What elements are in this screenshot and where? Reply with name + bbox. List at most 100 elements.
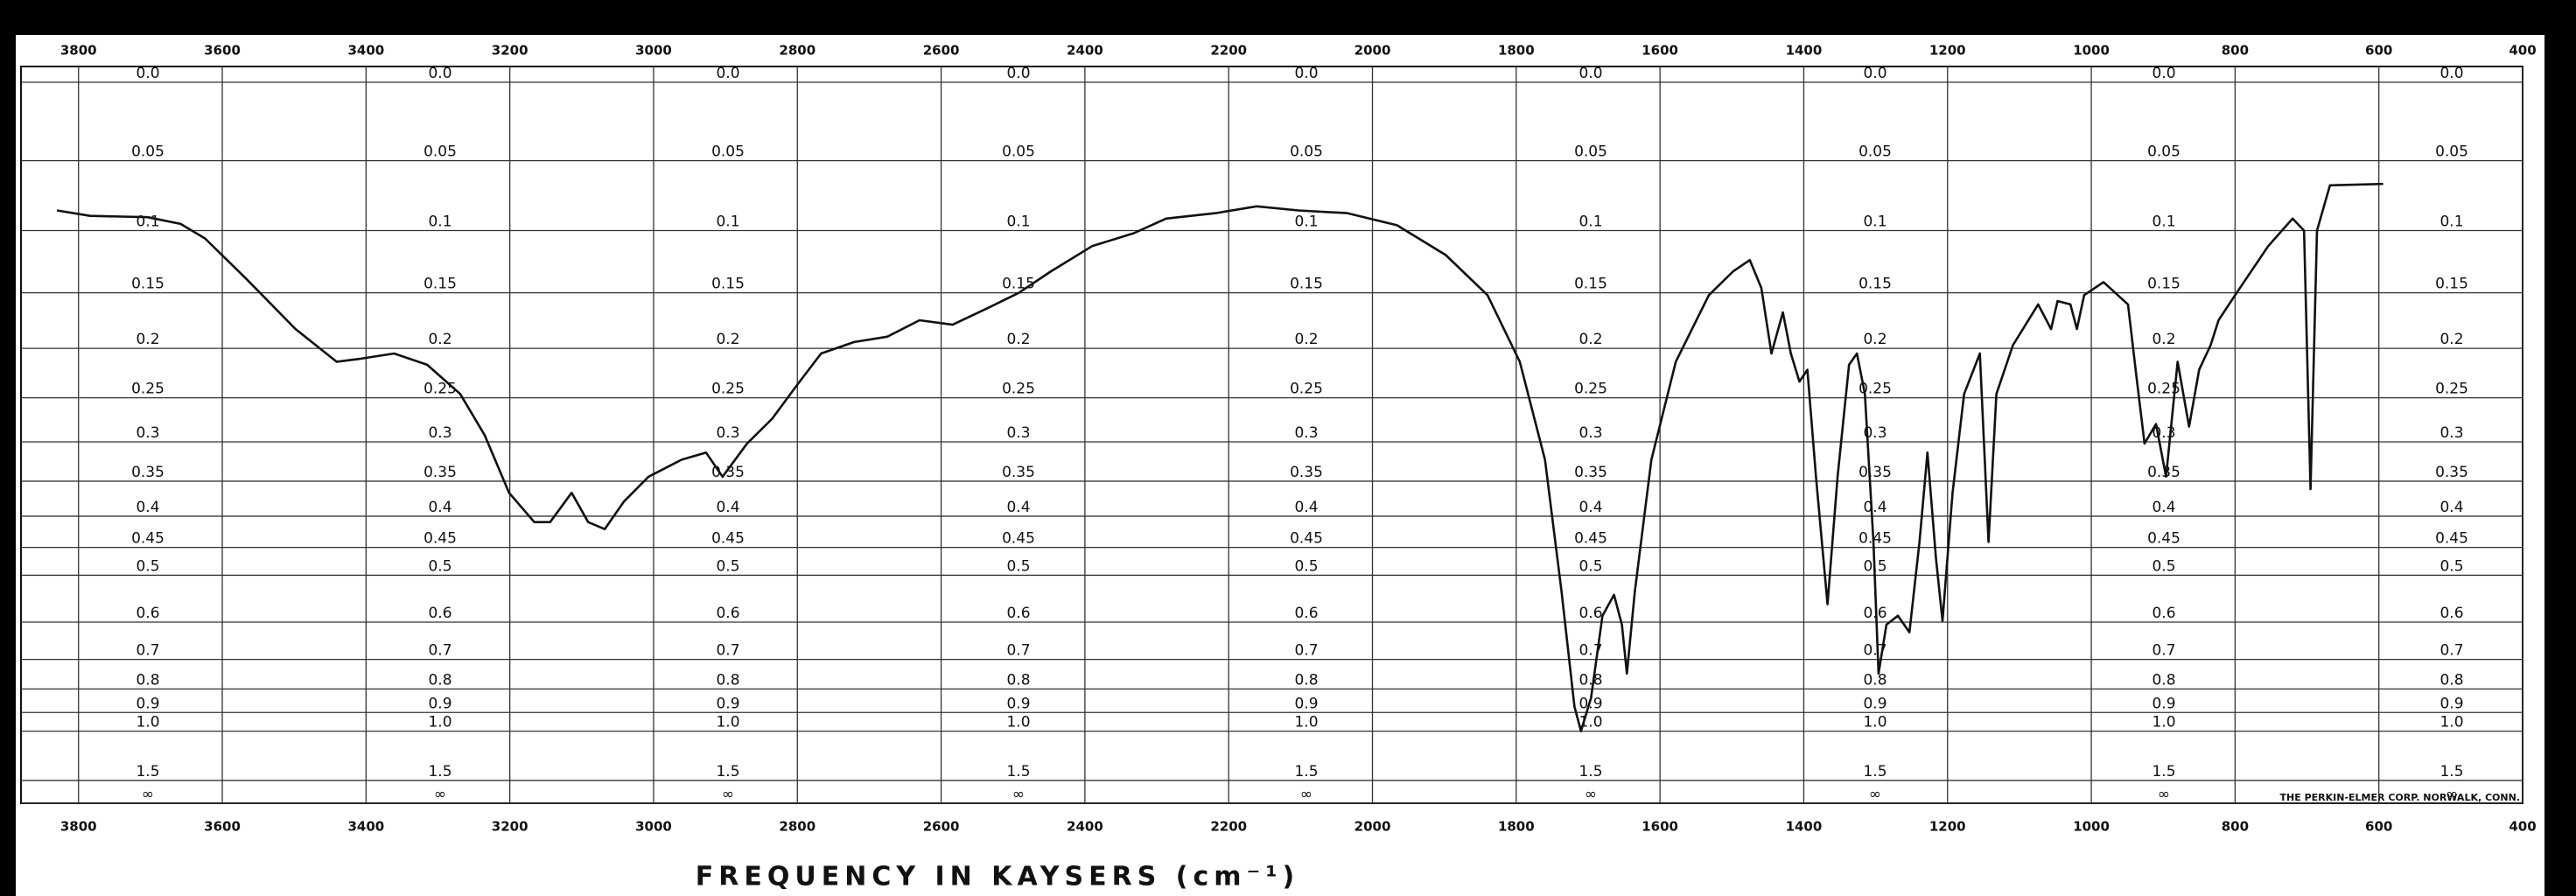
y-tick-label: 1.0 — [1863, 714, 1886, 732]
y-tick-label: 0.8 — [428, 671, 452, 689]
x-tick-label: 2600 — [923, 43, 960, 59]
y-tick-label: 0.25 — [424, 381, 457, 398]
y-tick-label: 0.6 — [1006, 605, 1030, 622]
y-tick-label: 0.6 — [716, 605, 739, 622]
y-tick-label: 0.05 — [1290, 144, 1323, 161]
y-tick-label: 0.9 — [1578, 695, 1602, 712]
y-tick-label: 0.1 — [1294, 213, 1318, 230]
y-tick-label: 0.9 — [1294, 695, 1318, 712]
y-tick-label: 0.2 — [716, 331, 739, 348]
y-tick-label: 0.1 — [716, 213, 739, 230]
y-tick-label: 0.6 — [2152, 605, 2175, 622]
y-tick-label: 0.3 — [716, 424, 739, 442]
x-tick-label: 400 — [2509, 819, 2536, 835]
x-tick-label: 400 — [2509, 43, 2536, 59]
y-tick-label: 0.4 — [2440, 499, 2463, 516]
y-tick-label: 1.0 — [716, 714, 739, 732]
y-tick-label: 0.5 — [136, 557, 159, 575]
y-tick-label: 0.7 — [428, 642, 452, 660]
y-tick-label: 0.45 — [2147, 530, 2180, 548]
y-tick-label: 0.3 — [1578, 424, 1602, 442]
y-tick-label: 0.8 — [1006, 671, 1030, 689]
y-tick-label: 0.1 — [2152, 213, 2175, 230]
x-tick-label: 600 — [2365, 819, 2392, 835]
y-tick-label: 1.5 — [1294, 763, 1318, 780]
top-border — [0, 0, 2576, 35]
y-tick-label: 1.5 — [1863, 763, 1886, 780]
y-tick-label: ∞ — [1300, 786, 1312, 803]
y-tick-label: 0.25 — [2435, 381, 2468, 398]
y-tick-label: 0.5 — [1006, 557, 1030, 575]
x-tick-label: 2200 — [1210, 819, 1247, 835]
y-tick-label: 1.0 — [136, 714, 159, 732]
y-tick-label: 0.4 — [716, 499, 739, 516]
y-tick-label: 0.05 — [711, 144, 745, 161]
y-tick-label: 0.7 — [2440, 642, 2463, 660]
y-tick-label: 0.8 — [2440, 671, 2463, 689]
y-tick-label: ∞ — [1585, 786, 1597, 803]
y-tick-label: 0.2 — [1863, 331, 1886, 348]
y-tick-label: ∞ — [142, 786, 154, 803]
x-tick-label: 1800 — [1498, 819, 1535, 835]
y-tick-label: 0.9 — [1863, 695, 1886, 712]
y-tick-label: 0.7 — [2152, 642, 2175, 660]
x-tick-label: 2400 — [1067, 43, 1103, 59]
y-tick-label: 0.8 — [1294, 671, 1318, 689]
y-tick-label: 0.15 — [424, 276, 457, 293]
y-tick-label: 0.25 — [1858, 381, 1892, 398]
x-tick-label: 1400 — [1786, 819, 1823, 835]
x-tick-label: 800 — [2222, 43, 2249, 59]
x-tick-label: 3000 — [635, 819, 672, 835]
y-tick-label: 0.15 — [2147, 276, 2180, 293]
y-tick-label: 0.9 — [716, 695, 739, 712]
x-tick-label: 2600 — [923, 819, 960, 835]
y-tick-label: 0.15 — [1858, 276, 1892, 293]
y-tick-label: 1.0 — [2152, 714, 2175, 732]
y-tick-label: 0.0 — [428, 65, 452, 82]
y-tick-label: 0.2 — [2152, 331, 2175, 348]
y-tick-label: 1.5 — [716, 763, 739, 780]
x-tick-label: 1600 — [1642, 43, 1678, 59]
y-tick-label: 0.8 — [1578, 671, 1602, 689]
y-tick-label: 0.0 — [136, 65, 159, 82]
y-tick-label: 0.2 — [2440, 331, 2463, 348]
y-tick-label: 0.15 — [711, 276, 745, 293]
y-tick-label: 0.1 — [428, 213, 452, 230]
y-tick-label: 0.35 — [1574, 464, 1607, 481]
y-tick-label: 0.8 — [1863, 671, 1886, 689]
y-tick-label: 0.05 — [2435, 144, 2468, 161]
x-tick-label: 1000 — [2073, 819, 2110, 835]
y-tick-label: 0.1 — [1863, 213, 1886, 230]
x-tick-label: 1800 — [1498, 43, 1535, 59]
y-tick-label: 1.5 — [2440, 763, 2463, 780]
y-tick-label: 0.35 — [1858, 464, 1892, 481]
x-tick-label: 1400 — [1786, 43, 1823, 59]
y-tick-label: 0.3 — [2440, 424, 2463, 442]
y-tick-label: 1.0 — [1006, 714, 1030, 732]
x-tick-label: 1000 — [2073, 43, 2110, 59]
y-tick-label: 0.45 — [711, 530, 745, 548]
y-tick-label: 0.6 — [1294, 605, 1318, 622]
x-tick-label: 1200 — [1929, 43, 1966, 59]
y-tick-label: 0.9 — [2152, 695, 2175, 712]
y-tick-label: 0.6 — [1578, 605, 1602, 622]
y-tick-label: 0.45 — [1574, 530, 1607, 548]
y-tick-label: 0.45 — [1002, 530, 1035, 548]
x-tick-label: 3200 — [492, 43, 528, 59]
y-tick-label: 1.5 — [428, 763, 452, 780]
y-tick-label: 0.4 — [1294, 499, 1318, 516]
x-tick-label: 3000 — [635, 43, 672, 59]
right-border — [2544, 0, 2576, 896]
y-tick-label: 1.0 — [428, 714, 452, 732]
y-tick-label: 0.25 — [711, 381, 745, 398]
y-tick-label: 1.5 — [136, 763, 159, 780]
y-tick-label: ∞ — [1012, 786, 1025, 803]
y-tick-label: ∞ — [2446, 786, 2458, 803]
y-tick-label: 0.15 — [131, 276, 164, 293]
x-tick-label: 1600 — [1642, 819, 1678, 835]
y-tick-label: 0.0 — [1006, 65, 1030, 82]
y-tick-label: 0.45 — [1858, 530, 1892, 548]
y-tick-label: 0.2 — [1006, 331, 1030, 348]
y-tick-label: 1.0 — [2440, 714, 2463, 732]
